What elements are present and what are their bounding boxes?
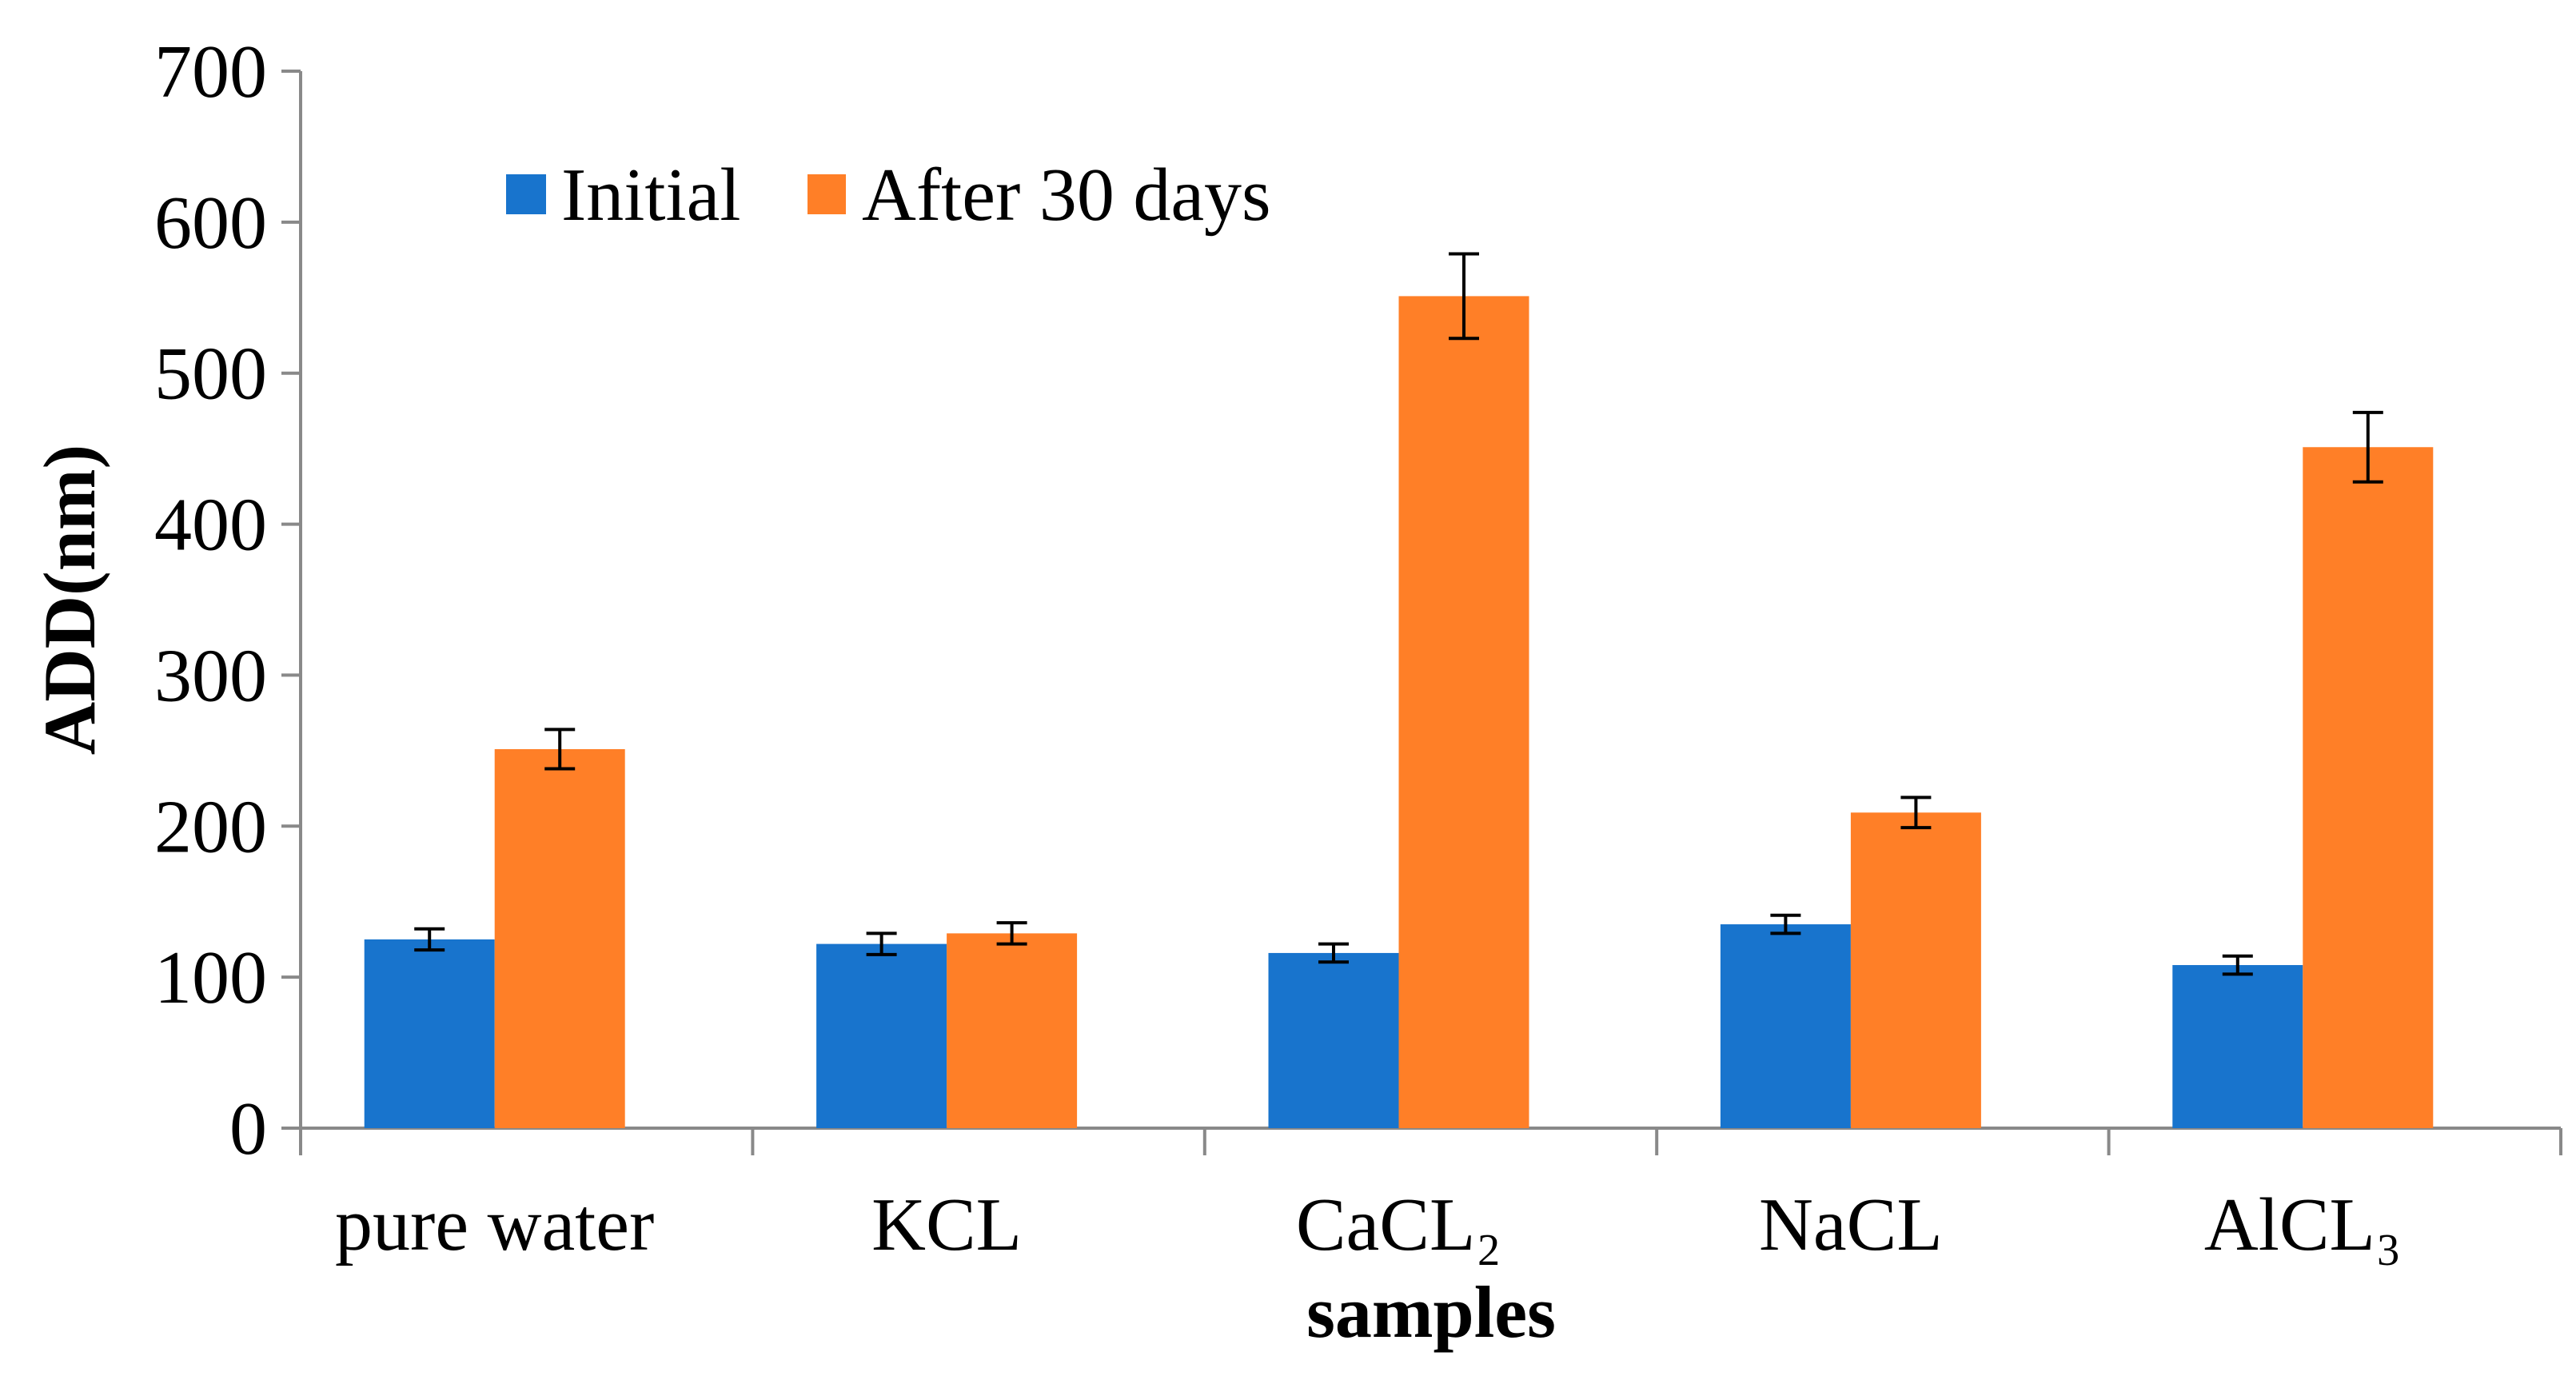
bar-initial [364, 939, 495, 1128]
bar-after-30-days [1398, 296, 1529, 1128]
legend: Initial After 30 days [506, 154, 1271, 237]
y-axis-title: ADD(nm) [29, 445, 110, 755]
legend-swatch-after-30-days [807, 174, 846, 214]
x-tick-label: KCL [871, 1183, 1022, 1266]
x-tick-label: AlCL₃ [2204, 1183, 2402, 1266]
bar-after-30-days [494, 748, 625, 1128]
bar-after-30-days [1850, 812, 1981, 1128]
y-tick-label: 300 [154, 634, 267, 717]
bar-initial [1268, 952, 1399, 1128]
y-tick-label: 0 [229, 1087, 267, 1171]
y-tick-label: 600 [154, 181, 267, 265]
y-tick-label: 400 [154, 484, 267, 567]
legend-label-after-30-days: After 30 days [862, 154, 1271, 237]
x-tick-label: pure water [335, 1183, 654, 1266]
y-tick-label: 200 [154, 785, 267, 868]
bar-initial [2172, 965, 2303, 1128]
x-tick-label: CaCL₂ [1296, 1183, 1501, 1266]
y-tick-label: 700 [154, 30, 267, 114]
bar-after-30-days [2303, 447, 2434, 1128]
legend-label-initial: Initial [561, 154, 741, 237]
y-tick-label: 500 [154, 333, 267, 416]
bar-after-30-days [947, 933, 1078, 1128]
bar-initial [816, 943, 947, 1128]
x-tick-label: NaCL [1759, 1183, 1943, 1266]
tick-labels: 0 100 200 300 400 500 600 700 pure water KCL CaCL₂… [154, 30, 2402, 1266]
x-axis-title: samples [1306, 1271, 1556, 1353]
legend-swatch-initial [506, 174, 546, 214]
bar-initial [1720, 924, 1851, 1128]
bars [364, 296, 2434, 1128]
error-bars [414, 252, 2383, 976]
y-tick-label: 100 [154, 936, 267, 1019]
